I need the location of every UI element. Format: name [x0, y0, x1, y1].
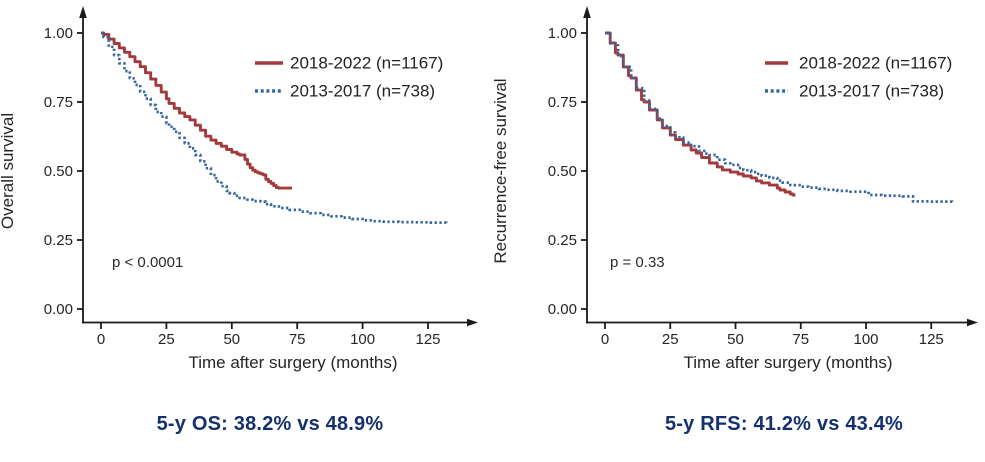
y-axis-title: Overall survival [0, 113, 17, 229]
y-tick-label: 0.25 [44, 232, 73, 249]
rfs-caption: 5-y RFS: 41.2% vs 43.4% [664, 413, 904, 435]
x-tick-label: 25 [662, 331, 679, 348]
y-tick-label: 1.00 [548, 25, 577, 42]
km-curve-2018-2022 [101, 31, 292, 190]
x-axis-title: Time after surgery (months) [683, 353, 892, 372]
legend-label: 2018-2022 (n=1167) [290, 54, 443, 73]
km-curve-2018-2022 [605, 31, 796, 197]
x-tick-label: 100 [853, 331, 878, 348]
recurrence-free-survival-chart: 0.00 0.25 0.50 0.75 1.00 0 25 50 75 100 125 Time af… [493, 6, 978, 372]
p-value-label: p < 0.0001 [112, 254, 183, 271]
x-tick-label: 75 [289, 331, 306, 348]
y-tick-label: 0.50 [44, 163, 73, 180]
y-tick-label: 0.50 [548, 163, 577, 180]
legend-label: 2018-2022 (n=1167) [799, 54, 952, 73]
os-caption: 5-y OS: 38.2% vs 48.9% [156, 413, 384, 435]
y-axis-arrow-icon [583, 6, 591, 18]
y-tick-label: 0.00 [44, 301, 73, 318]
x-tick-label: 0 [97, 331, 105, 348]
x-tick-label: 0 [601, 331, 609, 348]
x-tick-label: 50 [223, 331, 240, 348]
x-axis-arrow-icon [967, 318, 978, 327]
y-tick-label: 0.75 [548, 94, 577, 111]
km-curve-2013-2017 [101, 31, 448, 224]
x-tick-label: 100 [350, 331, 375, 348]
x-tick-label: 125 [919, 331, 944, 348]
x-axis-arrow-icon [467, 318, 478, 327]
overall-survival-chart: 0.00 0.25 0.50 0.75 1.00 0 25 50 75 100 125 Time af… [0, 6, 478, 372]
p-value-label: p = 0.33 [610, 254, 665, 271]
y-tick-label: 1.00 [44, 25, 73, 42]
y-axis-title: Recurrence-free survival [493, 78, 510, 263]
x-tick-label: 125 [415, 331, 440, 348]
legend-label: 2013-2017 (n=738) [799, 82, 944, 101]
y-tick-label: 0.75 [44, 94, 73, 111]
x-axis-title: Time after surgery (months) [188, 353, 397, 372]
y-axis-arrow-icon [79, 6, 87, 18]
km-curve-2013-2017 [605, 31, 954, 203]
x-tick-label: 50 [727, 331, 744, 348]
legend-label: 2013-2017 (n=738) [290, 82, 435, 101]
y-tick-label: 0.25 [548, 232, 577, 249]
x-tick-label: 25 [158, 331, 175, 348]
y-tick-label: 0.00 [548, 301, 577, 318]
x-tick-label: 75 [792, 331, 809, 348]
